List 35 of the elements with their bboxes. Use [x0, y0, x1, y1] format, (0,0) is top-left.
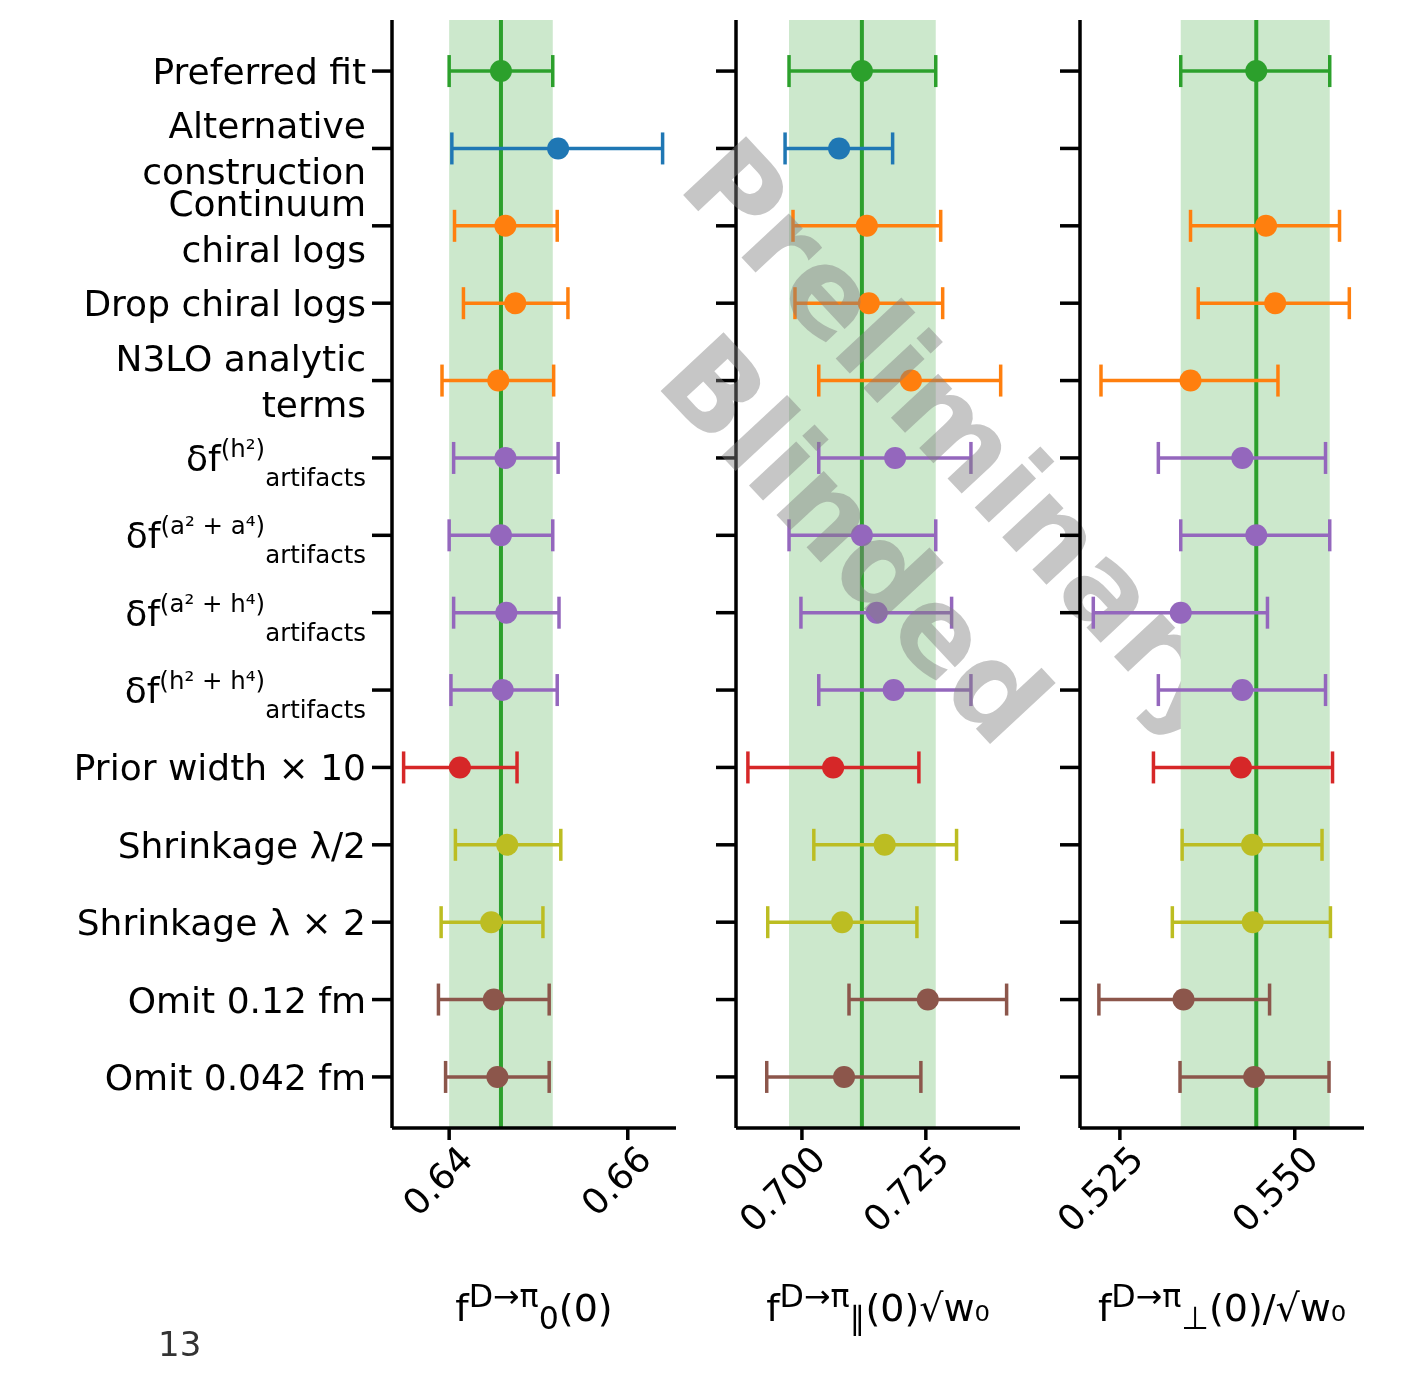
point	[480, 911, 503, 934]
point	[916, 988, 939, 1011]
y-tick-label: Omit 0.12 fm	[127, 979, 366, 1021]
x-axis-title: f$^{D→π}$$_{⊥}$(0)/√w₀	[1096, 1277, 1348, 1339]
point	[1241, 833, 1264, 856]
point	[486, 1065, 509, 1088]
point	[494, 446, 517, 469]
point	[491, 679, 514, 702]
point	[489, 524, 512, 547]
point	[831, 911, 854, 934]
point	[487, 369, 510, 392]
y-tick-label: Shrinkage λ/2	[117, 824, 366, 866]
point	[1245, 60, 1268, 83]
point	[489, 60, 512, 83]
point	[1172, 988, 1195, 1011]
point	[448, 756, 471, 779]
point	[547, 137, 570, 160]
y-tick-label: Preferred fit	[152, 51, 366, 93]
y-tick-label: Shrinkage λ × 2	[76, 902, 366, 944]
point	[496, 833, 519, 856]
point	[850, 60, 873, 83]
point	[1241, 911, 1264, 934]
point	[482, 988, 505, 1011]
text: 13	[158, 1324, 202, 1364]
point	[494, 214, 517, 237]
point	[1243, 1065, 1266, 1088]
point	[495, 601, 518, 624]
y-tick-label: Drop chiral logs	[83, 283, 366, 325]
point	[833, 1065, 856, 1088]
point	[873, 833, 896, 856]
x-axis-title: f$^{D→π}$$_{∥}$(0)√w₀	[765, 1277, 991, 1339]
y-tick-label: Prior width × 10	[73, 747, 366, 789]
y-tick-label: Omit 0.042 fm	[104, 1056, 366, 1098]
point	[504, 292, 527, 315]
x-axis-title: f$^{D→π}$$_{0}$(0)	[454, 1277, 614, 1339]
